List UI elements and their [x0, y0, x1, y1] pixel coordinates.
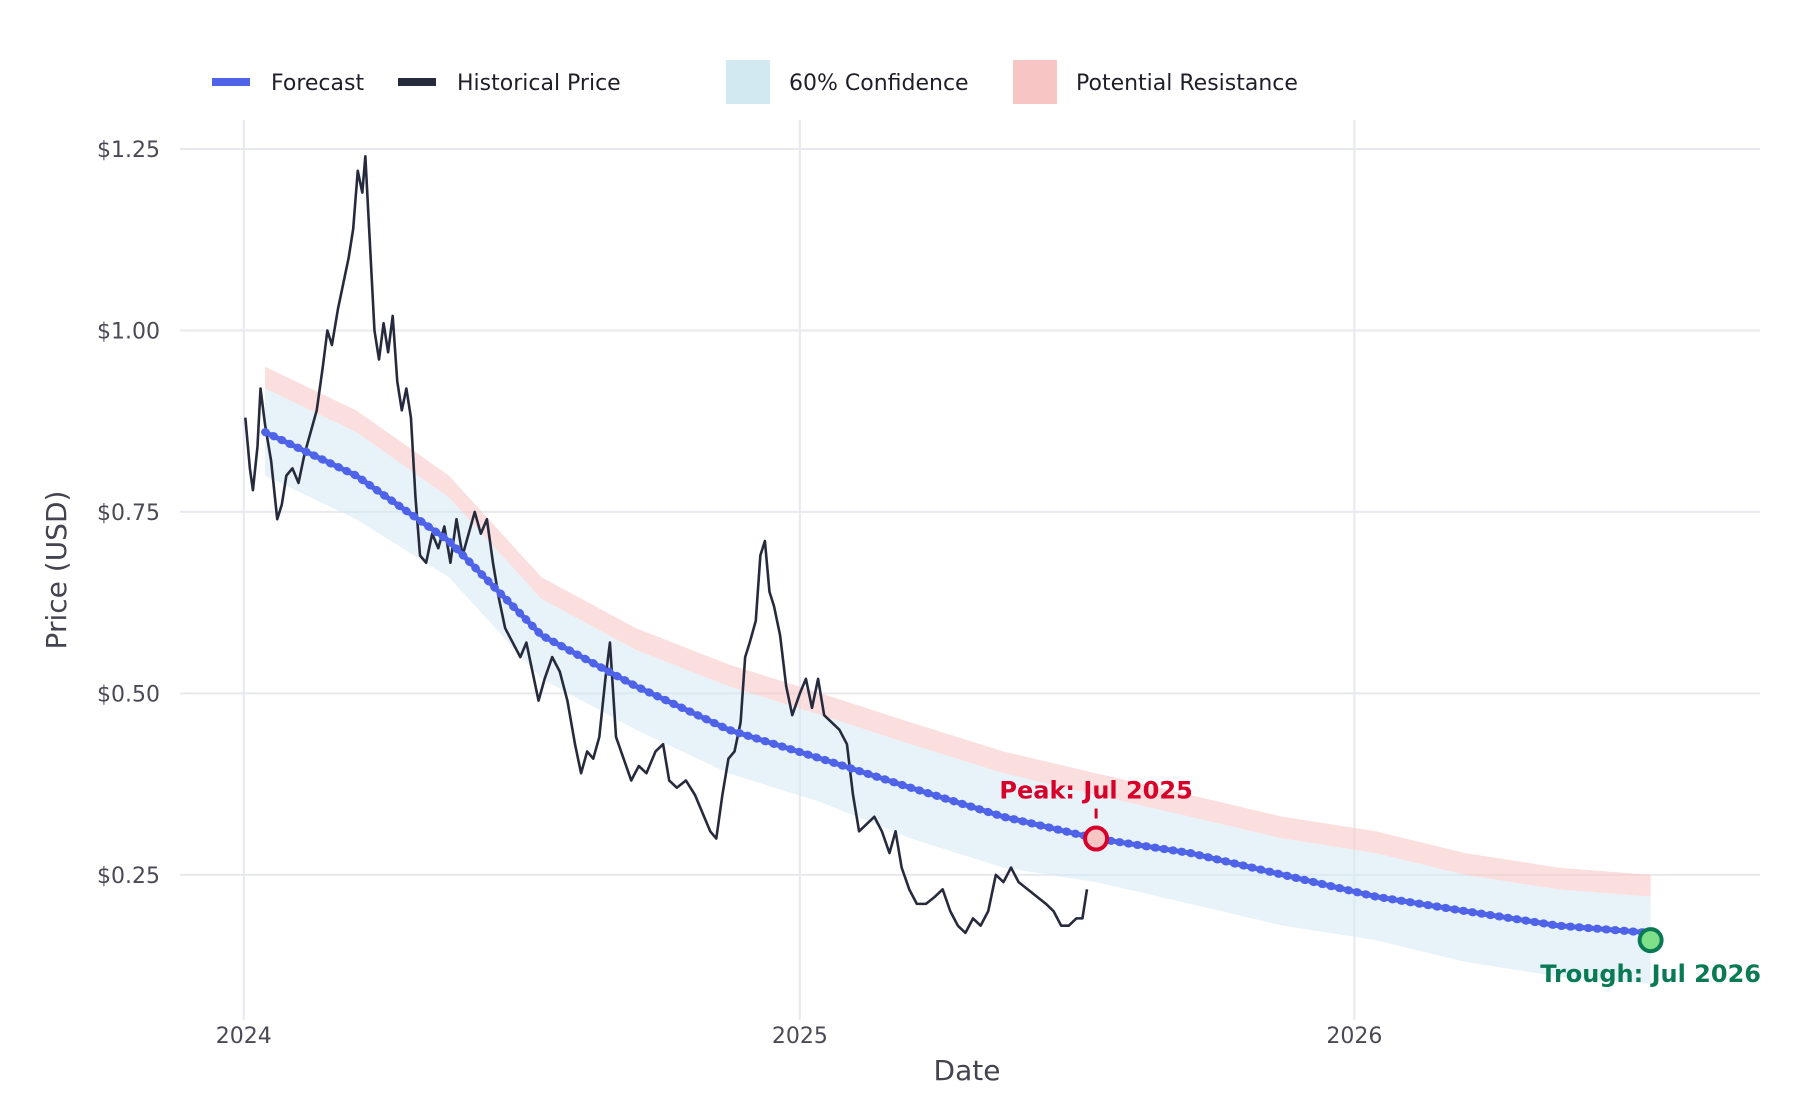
historical-price-legend-label: Historical Price	[457, 71, 621, 96]
y-tick-label: $1.25	[97, 138, 160, 163]
x-tick-label: 2025	[772, 1024, 828, 1049]
y-tick-label: $0.75	[97, 501, 160, 526]
y-tick-label: $1.00	[97, 319, 160, 344]
tick-labels: $0.25 $0.50 $0.75 $1.00 $1.25 2024 2025 2026	[97, 138, 1382, 1049]
60-confidence-legend-label: 60% Confidence	[789, 71, 969, 96]
potential-resistance-legend-label: Potential Resistance	[1076, 71, 1298, 96]
y-tick-label: $0.25	[97, 864, 160, 889]
y-tick-label: $0.50	[97, 682, 160, 707]
historical-price-line	[244, 154, 1089, 935]
annotation-markers: Peak: Jul 2025 Trough: Jul 2026	[999, 777, 1761, 989]
peak-label: Peak: Jul 2025	[999, 777, 1192, 805]
band-areas	[265, 366, 1651, 984]
potential-resistance-legend-swatch	[1013, 60, 1057, 104]
series-lines	[244, 154, 1655, 937]
forecast-line-core	[263, 429, 1651, 936]
x-axis-title: Date	[934, 1054, 1001, 1087]
60-confidence-legend-swatch	[726, 60, 770, 104]
trough-marker	[1637, 927, 1664, 954]
forecast-legend-label: Forecast	[271, 71, 364, 96]
legend: Forecast Historical Price 60% Confidence Po…	[212, 60, 1298, 104]
y-axis-title: Price (USD)	[40, 491, 73, 650]
x-tick-label: 2026	[1326, 1024, 1382, 1049]
x-tick-label: 2024	[216, 1024, 272, 1049]
60-confidence-band	[265, 388, 1651, 984]
peak-marker	[1083, 825, 1110, 852]
trough-label: Trough: Jul 2026	[1540, 960, 1761, 988]
